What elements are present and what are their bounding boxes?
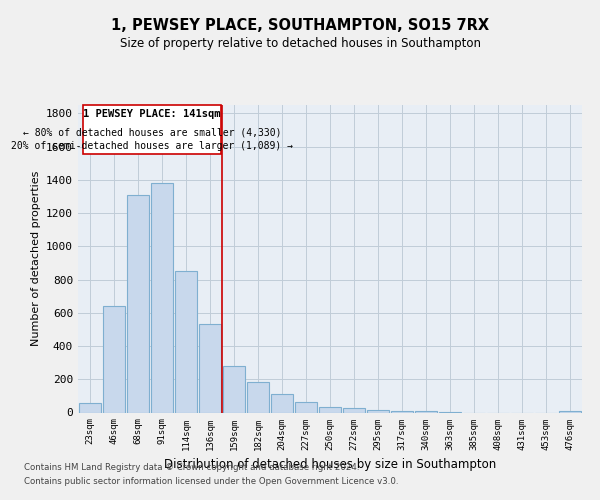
Bar [223,366,245,412]
Text: 1 PEWSEY PLACE: 141sqm: 1 PEWSEY PLACE: 141sqm [83,109,221,119]
Text: 1, PEWSEY PLACE, SOUTHAMPTON, SO15 7RX: 1, PEWSEY PLACE, SOUTHAMPTON, SO15 7RX [111,18,489,32]
Bar [295,402,317,412]
Bar [559,410,581,412]
Bar [151,183,173,412]
Text: Size of property relative to detached houses in Southampton: Size of property relative to detached ho… [119,38,481,51]
Bar [271,394,293,412]
Bar [319,406,341,412]
Text: Contains public sector information licensed under the Open Government Licence v3: Contains public sector information licen… [24,478,398,486]
Y-axis label: Number of detached properties: Number of detached properties [31,171,41,346]
Bar [199,324,221,412]
Text: ← 80% of detached houses are smaller (4,330): ← 80% of detached houses are smaller (4,… [23,127,281,137]
Bar [79,402,101,412]
Bar [391,411,413,412]
Text: Contains HM Land Registry data © Crown copyright and database right 2024.: Contains HM Land Registry data © Crown c… [24,462,359,471]
Bar [343,408,365,412]
Text: 20% of semi-detached houses are larger (1,089) →: 20% of semi-detached houses are larger (… [11,141,293,151]
X-axis label: Distribution of detached houses by size in Southampton: Distribution of detached houses by size … [164,458,496,471]
FancyBboxPatch shape [83,105,221,154]
Bar [367,410,389,412]
Bar [127,195,149,412]
Bar [103,306,125,412]
Bar [175,271,197,412]
Bar [247,382,269,412]
